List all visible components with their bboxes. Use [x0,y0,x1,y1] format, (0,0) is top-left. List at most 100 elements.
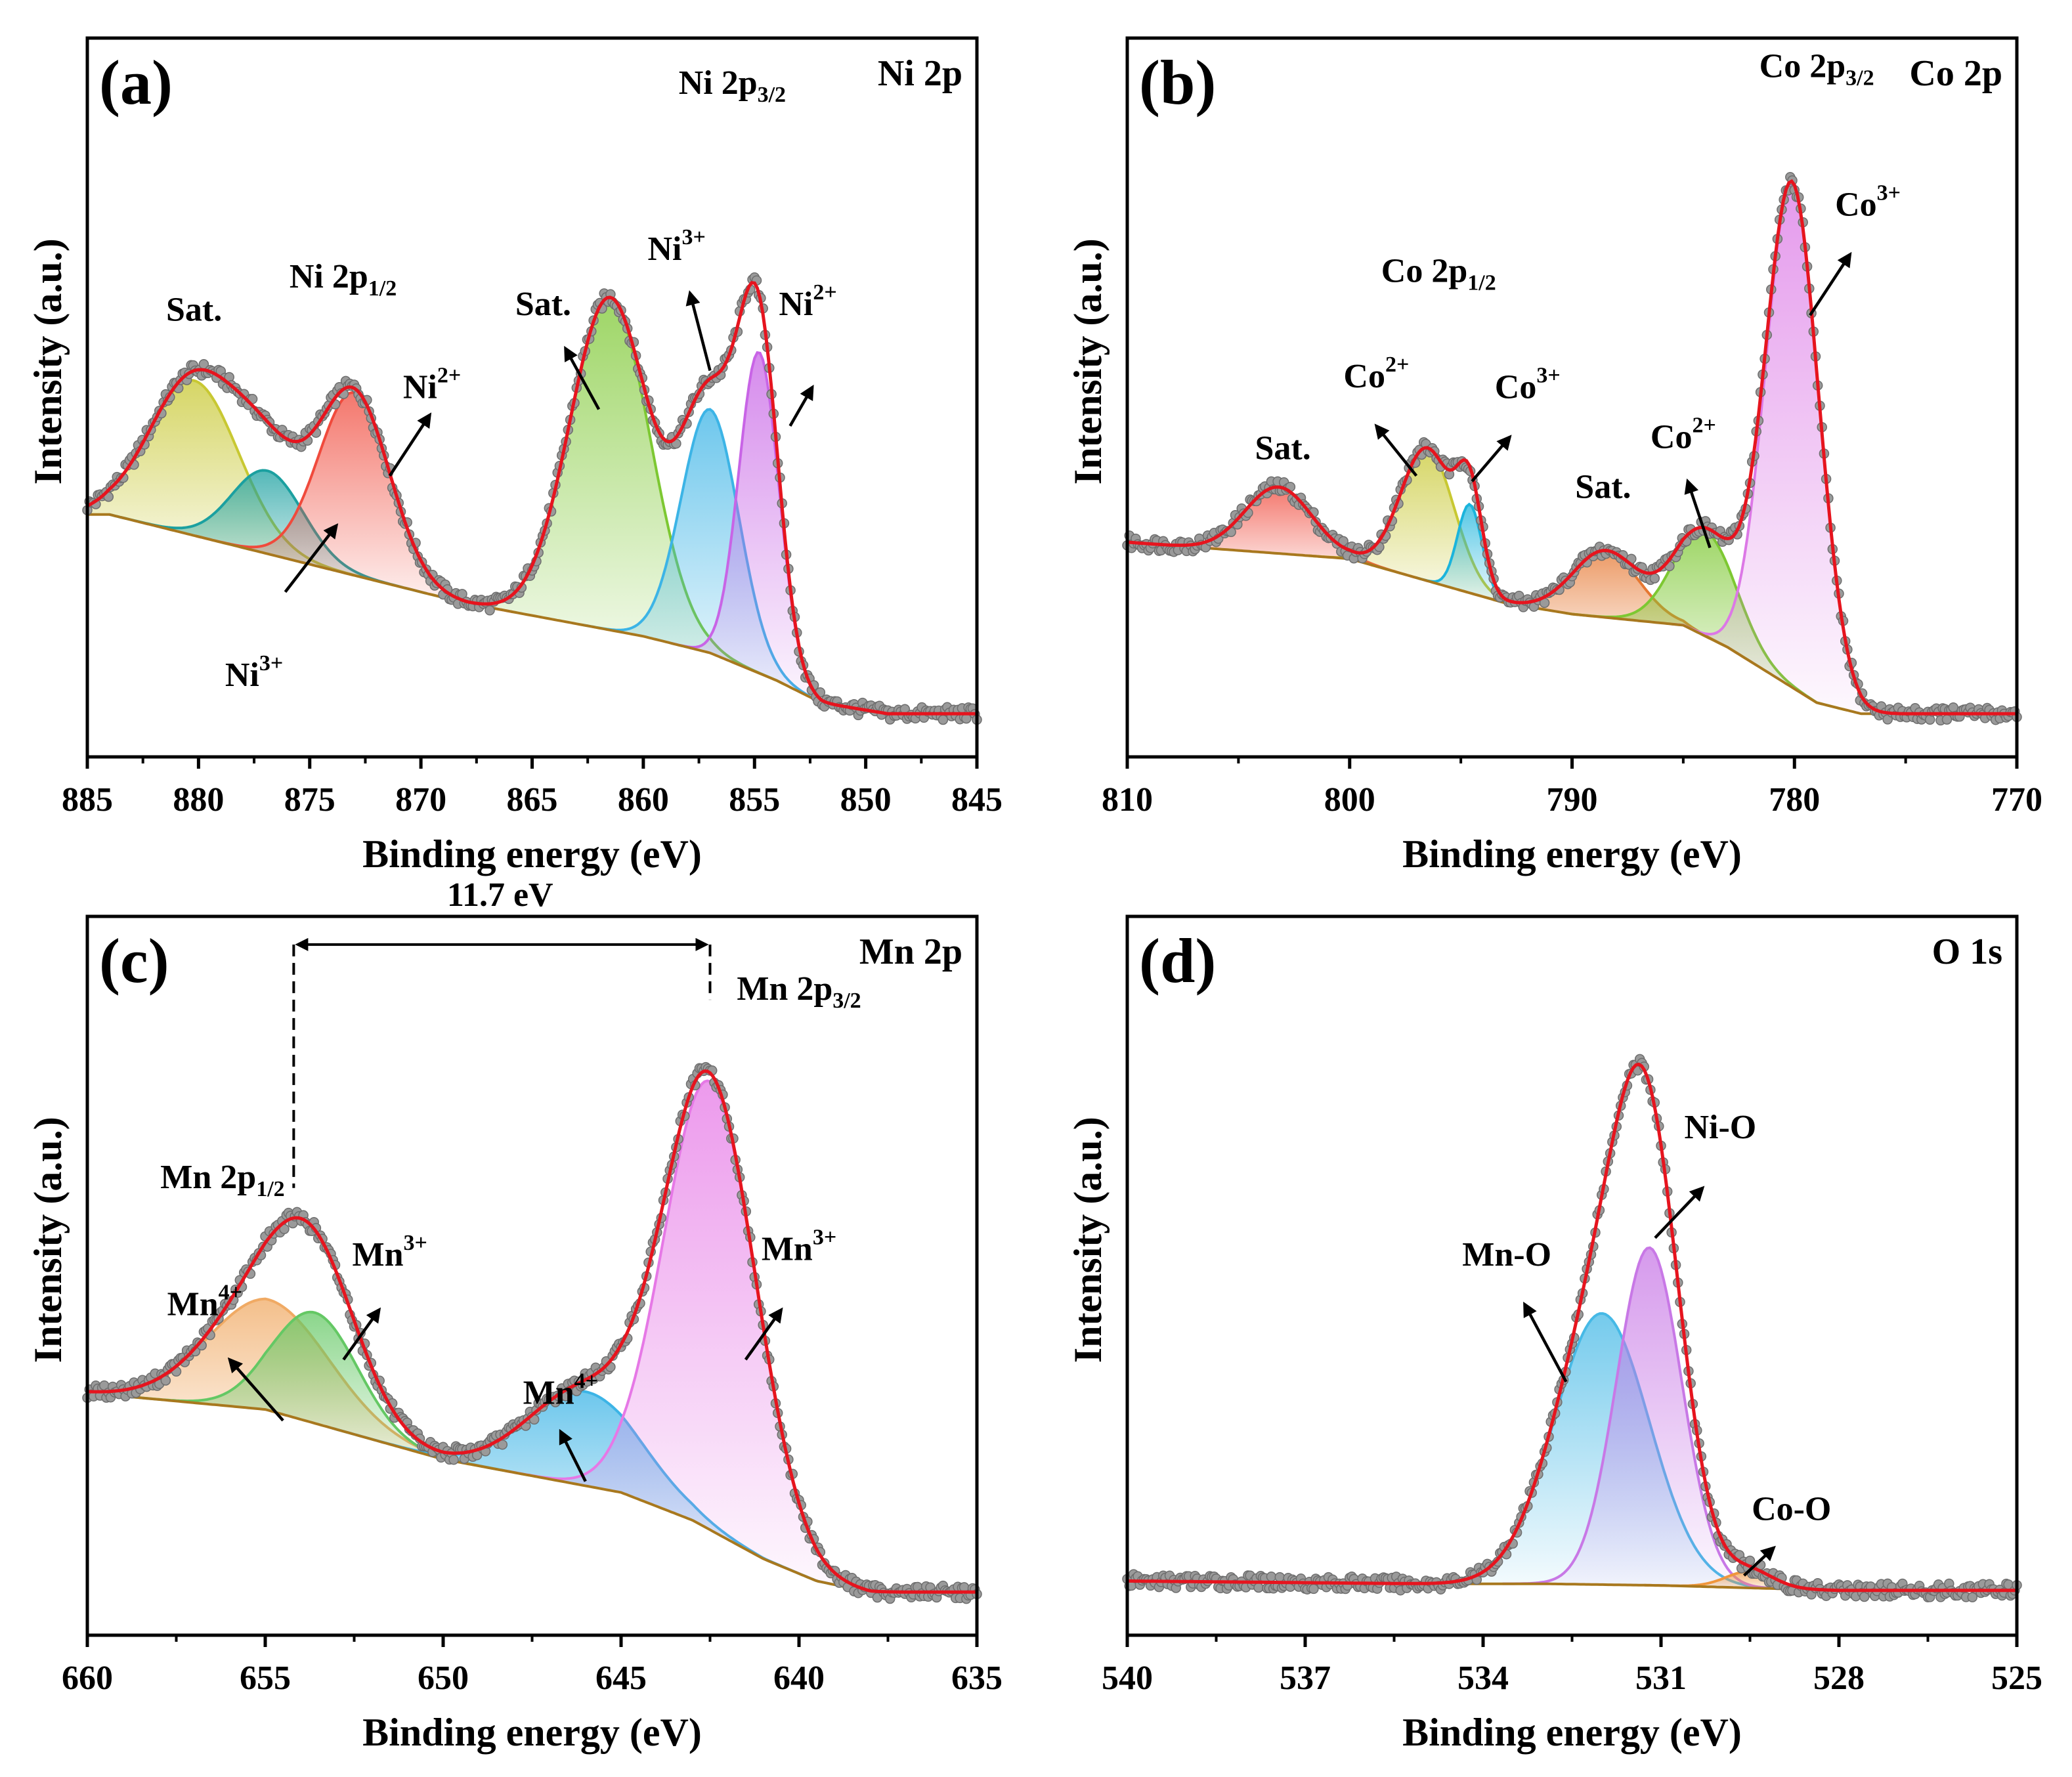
y-axis-title: Intensity (a.u.) [26,1117,70,1363]
panel-1: 810 800 790 780 770 Binding energy (eV) Intens… [1066,36,2042,876]
annotation-subscript: 3/2 [1845,66,1874,91]
envelope-line [87,1069,977,1594]
data-point [1649,573,1660,584]
annotation-base: Mn [523,1375,574,1412]
envelope-line [1127,179,2017,716]
data-point [1948,702,1958,713]
annotation-base: Sat. [166,291,222,329]
annotation-arrow [788,384,814,427]
annotation-subscript: 3/2 [758,83,786,107]
x-axis-title: Binding energy (eV) [1402,832,1742,876]
x-tick-label: 880 [173,781,224,819]
annotation-base: Mn 2p [160,1159,256,1196]
x-tick-label: 855 [729,781,780,819]
annotation-base: Ni [225,656,259,694]
annotation-base: Co 2p [1759,48,1845,85]
annotation-base: Sat. [1255,429,1311,467]
x-tick-label: 860 [618,781,669,819]
annotation-label: Mn4+ [167,1281,242,1323]
annotation-base: Mn-O [1462,1236,1551,1274]
annotation-base: Ni [648,230,682,268]
x-tick-label: 810 [1102,781,1153,819]
annotation-label: Co2+ [1651,414,1716,456]
x-tick-label: 540 [1102,1659,1153,1697]
annotation-base: Ni-O [1684,1109,1756,1146]
x-tick-label: 780 [1769,781,1820,819]
annotation-base: Co [1495,369,1537,406]
annotation-arrow [1374,423,1418,477]
annotation-arrow [227,1357,284,1422]
annotation-label: Co 2p3/2 [1759,48,1874,91]
component-fill-4 [1566,530,1845,710]
annotation-label: Mn-O [1462,1236,1551,1274]
data-point [448,1454,459,1465]
component-fill-3 [504,1081,916,1593]
x-axis-title: Binding energy (eV) [362,1711,702,1754]
x-tick-label: 790 [1547,781,1598,819]
annotation-label: Ni 2p3/2 [679,64,786,107]
panel-3: 540 537 534 531 528 525 Binding energy (eV) Int… [1066,914,2042,1754]
component-fill-2 [1416,504,1522,606]
component-fill-5 [671,353,850,708]
annotation-arrow [1742,1545,1776,1577]
component-fill-1 [1502,1247,1795,1589]
component-fill-5 [1672,183,1912,714]
y-axis-title: Intensity (a.u.) [1066,238,1110,484]
data-point [497,1439,508,1450]
annotation-base: 11.7 eV [447,876,553,914]
x-tick-label: 800 [1324,781,1375,819]
annotation-label: Co3+ [1835,181,1901,223]
x-tick-label: 655 [240,1659,291,1697]
annotation-label: Mn 2p3/2 [737,970,861,1013]
annotation-superscript: 3+ [259,651,283,675]
annotation-base: Co [1343,358,1385,395]
component-fill-3 [1457,551,1753,663]
plot-frame [1125,36,2019,759]
x-tick-label: 770 [1991,781,2042,819]
annotation-subscript: 1/2 [256,1177,284,1201]
annotation-base: Sat. [1575,468,1631,505]
annotation-subscript: 1/2 [368,276,397,301]
annotation-base: Ni 2p [290,258,368,295]
panel-title: Ni 2p [878,53,962,94]
component-fill-0 [87,380,393,586]
component-fill-1 [109,470,427,593]
annotation-base: Mn [353,1236,404,1274]
annotation-base: Ni [403,369,437,406]
component-fill-1 [1308,448,1547,610]
panel-label: (c) [99,926,169,996]
envelope-line [86,281,977,716]
annotation-base: Sat. [515,286,571,323]
annotation-superscript: 2+ [813,280,836,305]
annotation-label: Sat. [1575,468,1631,505]
data-point [1266,1572,1277,1582]
annotation-base: Mn 2p [737,970,832,1008]
x-tick-label: 537 [1280,1659,1331,1697]
annotation-arrow [1809,251,1852,316]
annotation-base: Co 2p [1381,253,1467,290]
component-fill-1 [123,1312,507,1472]
x-tick-label: 645 [595,1659,647,1697]
x-tick-label: 875 [284,781,335,819]
plot-frame [85,36,979,759]
data-point [279,1224,290,1235]
annotation-label: Co3+ [1495,364,1561,406]
panel-title: Mn 2p [859,931,962,972]
panel-label: (b) [1139,47,1216,118]
annotation-label: Ni 2p1/2 [290,258,397,301]
annotation-base: Co [1835,186,1877,223]
x-axis-title: Binding energy (eV) [1402,1711,1742,1754]
panel-2: 660 655 650 645 640 635 Binding energy (eV) Int… [26,876,1003,1754]
panel-label: (a) [99,47,173,118]
data-point [959,1582,970,1593]
component-fill-2 [332,1391,841,1586]
annotation-label: Co 2p1/2 [1381,253,1496,295]
annotation-base: Co [1651,419,1693,456]
annotation-superscript: 3+ [813,1225,836,1249]
annotation-superscript: 3+ [404,1231,427,1255]
annotation-superscript: 3+ [1536,364,1560,388]
annotation-arrow [1471,435,1512,482]
annotation-arrow [388,412,432,477]
annotation-label: Sat. [1255,429,1311,467]
